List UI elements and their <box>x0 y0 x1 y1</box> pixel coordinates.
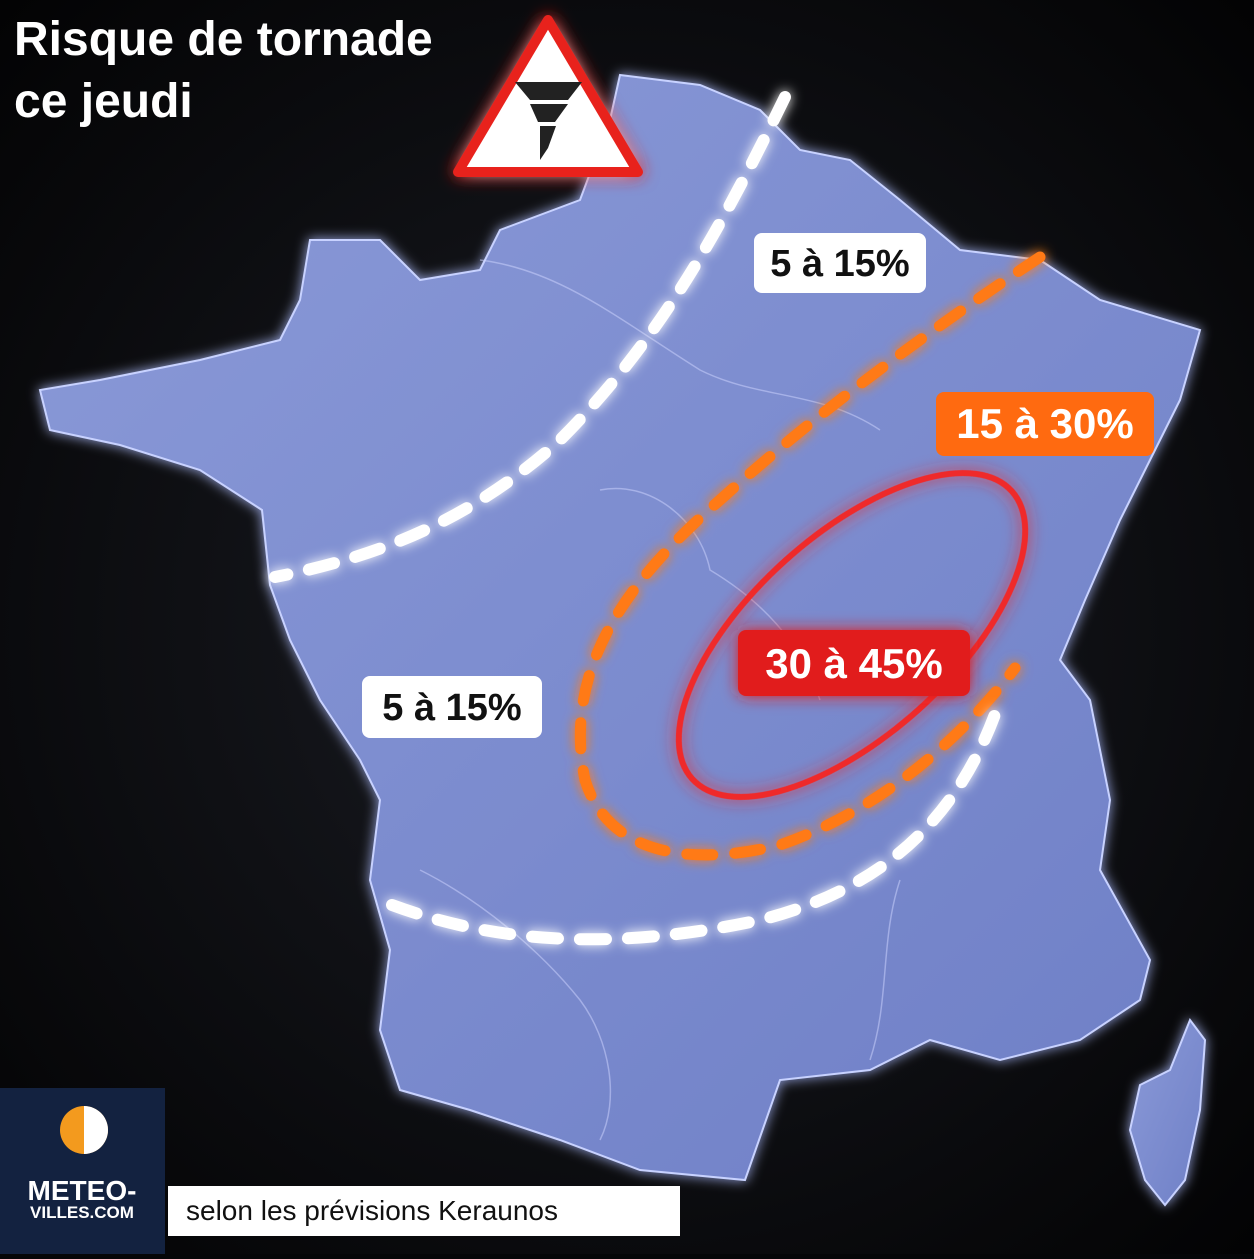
label-box <box>754 233 926 293</box>
title: ce jeudi <box>14 75 193 128</box>
zone-high-risk <box>675 470 1029 800</box>
label-box <box>738 630 970 696</box>
source-box <box>168 1186 680 1236</box>
warning-icon <box>453 15 643 177</box>
corsica <box>1128 1017 1207 1207</box>
label-red: 30 à 45% <box>738 630 970 696</box>
logo-text: VILLES.COM <box>30 1203 134 1222</box>
logo-text: METEO- <box>28 1175 137 1206</box>
label-north: 5 à 15% <box>754 233 926 293</box>
title: Risque de tornade <box>14 13 433 66</box>
zone-label: 5 à 15% <box>382 687 521 729</box>
zone-label: 15 à 30% <box>956 400 1133 447</box>
logo: METEO- VILLES.COM <box>0 1088 165 1254</box>
source: selon les prévisions Keraunos <box>186 1195 558 1226</box>
zone-border-south <box>386 694 1006 946</box>
zone-label: 30 à 45% <box>765 640 942 687</box>
label-orange: 15 à 30% <box>936 392 1154 456</box>
label-box <box>362 676 542 738</box>
zone-border-north <box>269 91 791 583</box>
logo-moon <box>84 1106 108 1154</box>
label-west: 5 à 15% <box>362 676 542 738</box>
zone-label: 5 à 15% <box>770 243 909 285</box>
zone-border-orange <box>574 251 1046 861</box>
label-box <box>936 392 1154 456</box>
